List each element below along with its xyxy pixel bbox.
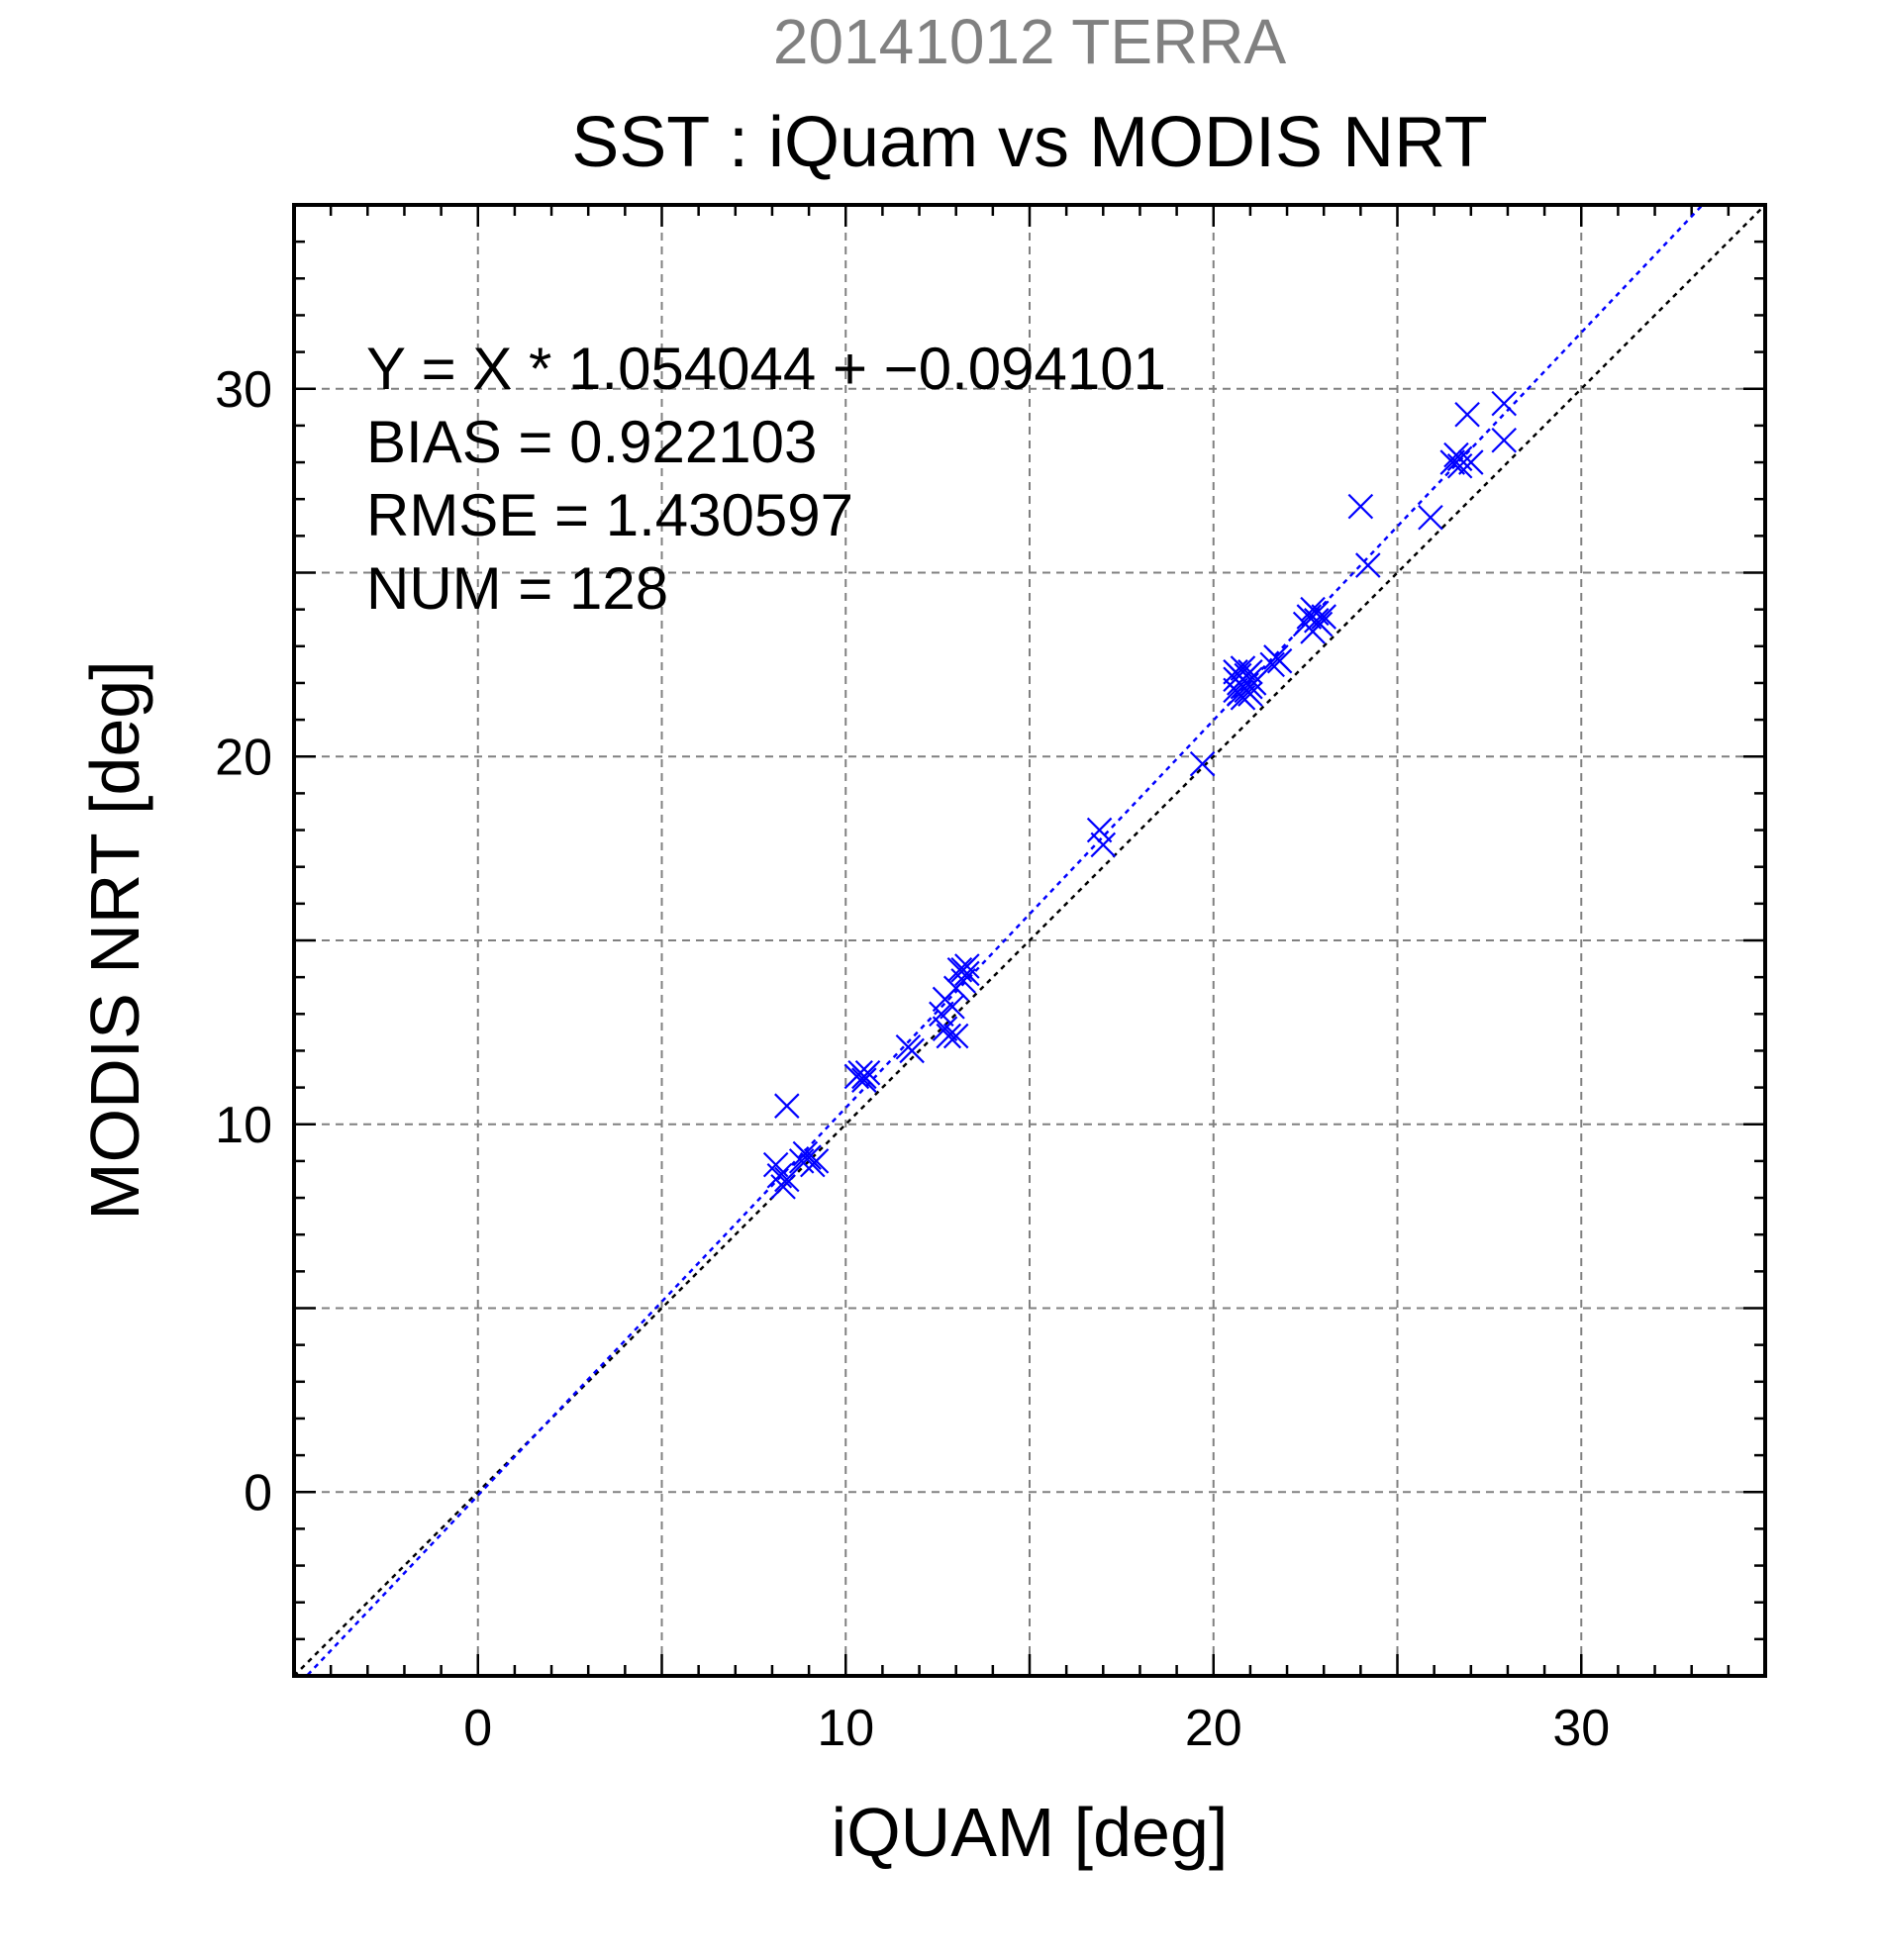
data-point (929, 1001, 954, 1028)
data-point (774, 1093, 800, 1119)
data-point (1259, 651, 1285, 678)
data-point (1307, 611, 1334, 637)
stats-num: NUM = 128 (366, 555, 668, 622)
x-tick-labels: 0 10 20 30 (463, 1700, 1610, 1757)
y-tick-label: 30 (215, 361, 272, 419)
data-point (1311, 604, 1336, 630)
data-point (954, 953, 980, 979)
data-points (762, 390, 1518, 1200)
data-point (803, 1148, 830, 1174)
stats-equation: Y = X * 1.054044 + −0.094101 (366, 336, 1166, 402)
identity-line (294, 205, 1765, 1676)
data-point (1296, 604, 1323, 630)
x-tick-label: 0 (463, 1700, 492, 1757)
stats-annotation: Y = X * 1.054044 + −0.094101 BIAS = 0.92… (366, 336, 1166, 622)
data-point (1086, 817, 1113, 843)
data-point (851, 1067, 877, 1093)
data-point (950, 968, 976, 994)
data-point (1439, 449, 1465, 475)
x-tick-label: 20 (1185, 1700, 1242, 1757)
data-point (1454, 401, 1480, 428)
data-point (942, 1023, 969, 1049)
data-point (932, 1016, 958, 1041)
data-point (1355, 552, 1381, 578)
data-point (770, 1174, 796, 1200)
stats-bias: BIAS = 0.922103 (366, 409, 817, 475)
data-point (796, 1144, 822, 1170)
data-point (1230, 655, 1256, 681)
y-tick-label: 20 (215, 729, 272, 786)
data-point (854, 1059, 881, 1086)
chart-title: SST : iQuam vs MODIS NRT (571, 103, 1488, 182)
data-point (899, 1037, 925, 1064)
data-point (936, 1023, 962, 1049)
data-point (1418, 504, 1443, 531)
x-tick-label: 10 (817, 1700, 874, 1757)
x-tick-label: 30 (1552, 1700, 1610, 1757)
data-point (954, 960, 980, 987)
x-axis-label: iQUAM [deg] (832, 1794, 1229, 1871)
data-point (1266, 647, 1293, 674)
y-axis-label: MODIS NRT [deg] (76, 660, 153, 1220)
y-tick-label: 10 (215, 1097, 272, 1154)
data-point (1090, 832, 1117, 858)
y-tick-labels: 0 10 20 30 (215, 361, 272, 1522)
chart-supertitle: 20141012 TERRA (773, 6, 1287, 77)
data-point (1189, 750, 1216, 777)
data-point (940, 994, 965, 1020)
data-point (774, 1166, 800, 1193)
data-point (1491, 390, 1518, 417)
stats-rmse: RMSE = 1.430597 (366, 482, 853, 548)
plot-frame (292, 203, 1767, 1678)
data-point (1491, 427, 1518, 453)
y-tick-label: 0 (244, 1464, 272, 1521)
data-point (1458, 449, 1484, 475)
data-point (1347, 493, 1374, 520)
data-point (1230, 685, 1256, 711)
